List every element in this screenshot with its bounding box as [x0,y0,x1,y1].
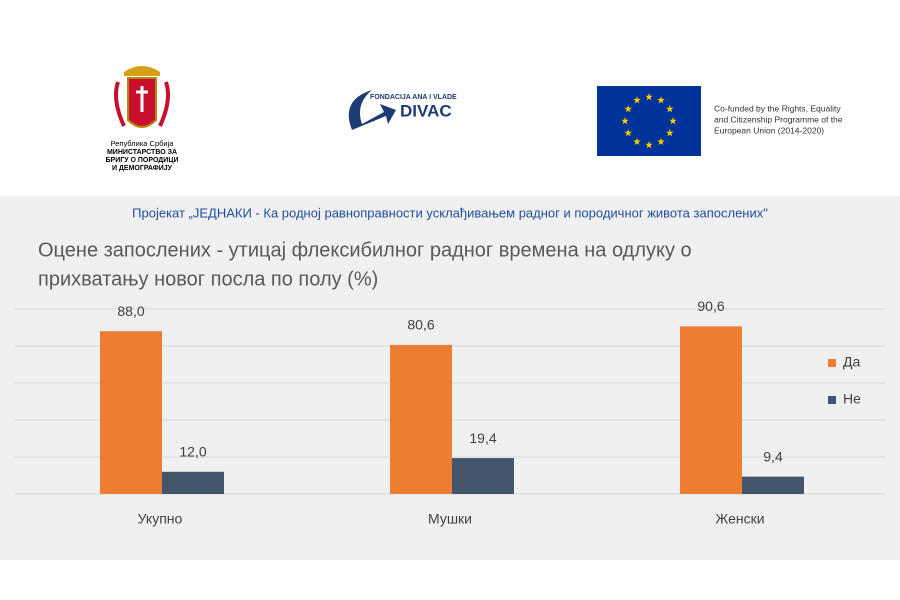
eu-star [657,137,665,145]
chart-title: Оцене запослених - утицај флексибилног р… [38,239,692,261]
x-tick-label: Мушки [428,511,472,527]
bar [452,458,514,494]
plot: Укупно 88,0 12,0 Мушки 80,6 19,4 Женски 90,6 9,4… [15,298,885,527]
coat-of-arms [114,66,170,128]
eu-text: and Citizenship Programme of the [714,114,843,124]
eu-star [624,129,632,137]
ministry-text: БРИГУ О ПОРОДИЦИ [106,157,179,164]
ministry-text: И ДЕМОГРАФИЈУ [112,165,173,172]
eu-star [633,96,641,104]
eu-star [666,129,674,137]
ministry-text: Република Србија [111,139,175,148]
value-label: 80,6 [407,317,434,333]
value-label: 19,4 [469,430,496,446]
bar [162,471,224,494]
bar [742,476,804,494]
chart-title: прихватању новог посла по полу (%) [38,268,378,290]
eu-star [669,117,677,125]
ministry-text: МИНИСТАРСТВО ЗА [107,149,177,156]
value-label: 90,6 [697,298,724,314]
legend-swatch [828,396,836,404]
legend-label: Да [843,354,860,370]
eu-star [645,141,653,149]
foundation-text: DIVAC [400,101,452,120]
eu-star [666,105,674,113]
x-tick-label: Женски [715,511,764,527]
eu-text: Co-funded by the Rights, Equality [714,103,841,113]
foundation-logo [348,90,396,130]
eu-stars [621,93,677,149]
project-title: Пројекат „ЈЕДНАКИ - Ка родној равноправн… [132,205,768,220]
x-tick-label: Укупно [138,511,183,527]
value-label: 88,0 [117,303,144,319]
eu-star [657,96,665,104]
legend-label: Не [843,391,861,407]
eu-star [624,105,632,113]
eu-text: European Union (2014-2020) [714,125,824,135]
foundation-text: FONDACIJA ANA I VLADE [370,94,457,101]
value-label: 12,0 [179,444,206,460]
value-label: 9,4 [763,448,783,464]
eu-star [645,93,653,101]
bar [680,326,742,494]
legend-swatch [828,359,836,367]
bar [100,331,162,494]
bar [390,344,452,494]
eu-star [621,117,629,125]
eu-star [633,137,641,145]
